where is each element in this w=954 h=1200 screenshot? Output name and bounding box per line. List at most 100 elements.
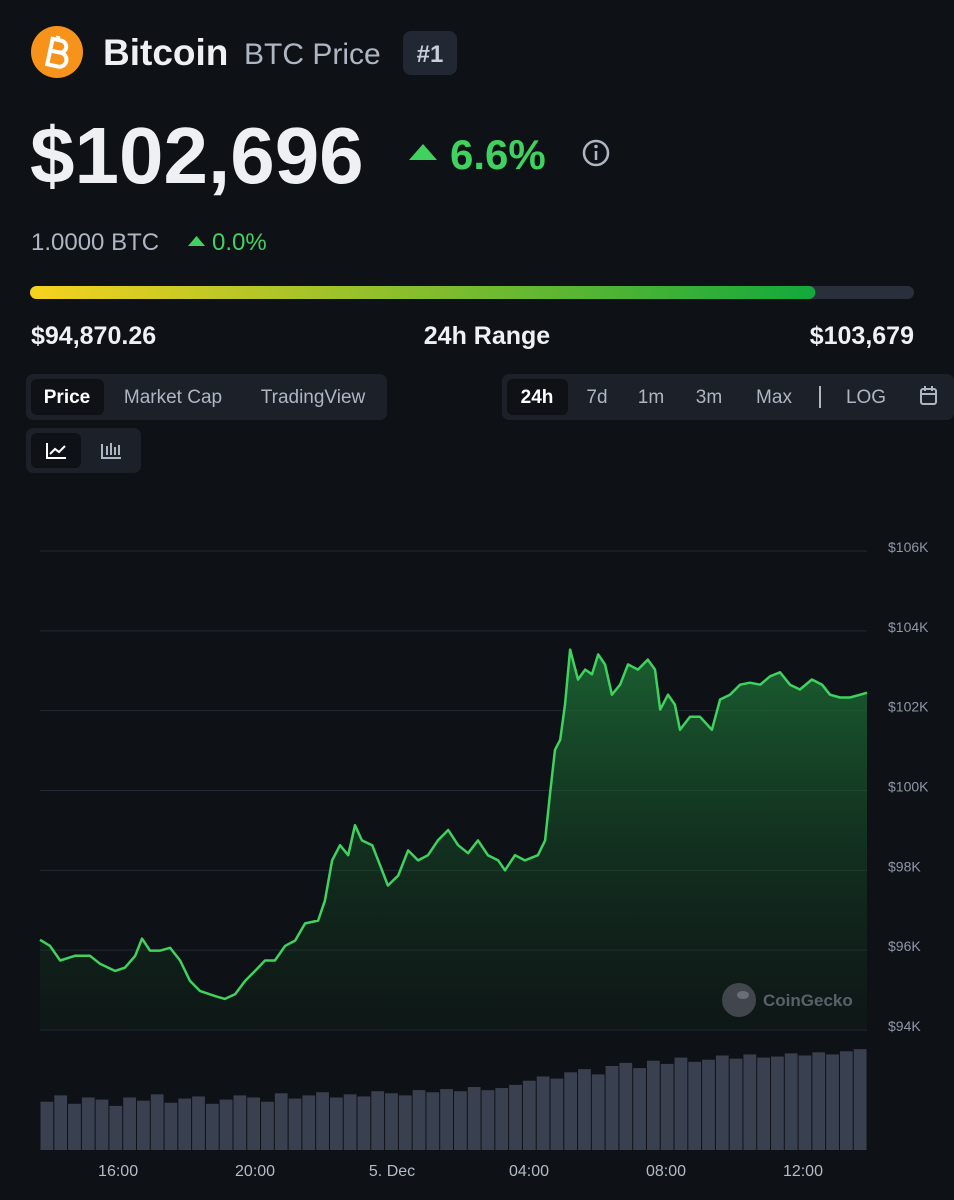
volume-bar: [261, 1101, 274, 1150]
period[interactable]: 3m: [696, 387, 722, 408]
volume-bar: [578, 1069, 591, 1150]
volume-bar: [660, 1063, 674, 1150]
volume-bar: [274, 1093, 288, 1150]
range-fill: [30, 286, 816, 299]
log-toggle[interactable]: LOG: [846, 387, 886, 408]
line-chart-icon[interactable]: [46, 443, 66, 459]
y-tick-label: $98K: [888, 858, 921, 874]
volume-bar: [674, 1057, 688, 1150]
x-tick-label: 04:00: [509, 1163, 549, 1180]
volume-bar: [219, 1099, 233, 1150]
y-tick-label: $96K: [888, 938, 921, 954]
volume-bar: [633, 1068, 646, 1150]
volume-bar: [550, 1078, 564, 1150]
volume-bar: [81, 1097, 95, 1150]
btc-price: 1.0000 BTC: [31, 229, 159, 256]
coin-name: Bitcoin: [103, 32, 228, 73]
volume-bar: [564, 1072, 578, 1150]
volume-bar: [316, 1092, 329, 1150]
coin-logo: [31, 26, 83, 78]
volume-bar: [798, 1055, 812, 1150]
rank: #1: [417, 41, 444, 68]
period-group: [502, 374, 954, 420]
volume-bar: [412, 1090, 426, 1150]
volume-bar: [371, 1091, 385, 1150]
volume-bar: [495, 1088, 509, 1150]
volume-bar: [302, 1095, 316, 1150]
watermark-text: CoinGecko: [763, 991, 853, 1010]
volume-bar: [164, 1102, 178, 1150]
volume-bar: [467, 1087, 481, 1150]
price-chart: $94K $96K $98K $100K $102K $104K $106K 16:00 20:…: [39, 539, 929, 1180]
period[interactable]: 24h: [521, 387, 554, 408]
volume-bar: [426, 1092, 440, 1150]
info-icon[interactable]: [582, 139, 610, 167]
tab-selected-bg: [31, 379, 104, 415]
volume-bar: [150, 1094, 164, 1150]
calendar-icon[interactable]: [920, 386, 937, 405]
volume-bar: [729, 1058, 743, 1150]
period[interactable]: 1m: [638, 387, 664, 408]
tab[interactable]: Market Cap: [124, 387, 222, 408]
volume-bar: [743, 1054, 757, 1150]
volume-bar: [853, 1049, 867, 1150]
candle-chart-icon[interactable]: [101, 443, 121, 459]
volume-bar: [826, 1054, 839, 1150]
x-tick-label: 20:00: [235, 1163, 275, 1180]
x-tick-label: 16:00: [98, 1163, 138, 1180]
volume-bar: [205, 1103, 219, 1150]
tab[interactable]: Price: [44, 387, 90, 408]
volume-bar: [247, 1097, 261, 1150]
volume-bar: [619, 1062, 633, 1150]
volume-bar: [591, 1074, 605, 1150]
volume-bar: [288, 1098, 302, 1150]
volume-bar: [839, 1051, 853, 1150]
volume-bar: [757, 1057, 771, 1150]
volume-bar: [605, 1066, 619, 1150]
price-change: 6.6%: [450, 131, 546, 178]
coin-symbol: BTC Price: [244, 38, 381, 71]
btc-change: 0.0%: [212, 229, 267, 256]
volume-bar: [95, 1099, 109, 1150]
period[interactable]: 7d: [586, 387, 607, 408]
volume-bar: [40, 1101, 54, 1150]
tab[interactable]: TradingView: [261, 387, 366, 408]
volume-bar: [357, 1096, 371, 1150]
volume-bar: [440, 1089, 453, 1150]
y-tick-label: $104K: [888, 619, 929, 635]
volume-bar: [68, 1103, 81, 1150]
volume-bar: [509, 1084, 522, 1150]
volume-bar: [646, 1060, 660, 1150]
volume-bar: [454, 1091, 467, 1150]
price: $102,696: [30, 111, 364, 200]
volume-bar: [812, 1052, 826, 1150]
tab-group: [26, 374, 387, 420]
y-tick-label: $106K: [888, 539, 929, 555]
volume-bar: [481, 1090, 495, 1150]
volume-bar: [771, 1056, 784, 1150]
x-tick-label: 08:00: [646, 1163, 686, 1180]
period-selected-bg: [507, 379, 568, 415]
volume-bar: [398, 1095, 412, 1150]
volume-bar: [715, 1055, 729, 1150]
period[interactable]: Max: [756, 387, 792, 408]
rank-badge: [403, 31, 457, 75]
volume-bar: [123, 1097, 136, 1150]
price-line: [39, 648, 868, 1001]
range-label: 24h Range: [424, 322, 551, 350]
range-high: $103,679: [810, 322, 914, 350]
y-tick-label: $102K: [888, 699, 929, 715]
volume-bar: [329, 1097, 343, 1150]
volume-bar: [109, 1105, 123, 1150]
volume-bar: [536, 1076, 550, 1150]
watermark: CoinGecko: [722, 983, 853, 1017]
volume-bar: [702, 1059, 715, 1150]
volume-bar: [178, 1098, 192, 1150]
x-tick-label: 12:00: [783, 1163, 823, 1180]
volume-bar: [688, 1061, 702, 1150]
volume-bar: [233, 1095, 247, 1150]
volume-bar: [385, 1093, 398, 1150]
y-tick-label: $94K: [888, 1018, 921, 1034]
